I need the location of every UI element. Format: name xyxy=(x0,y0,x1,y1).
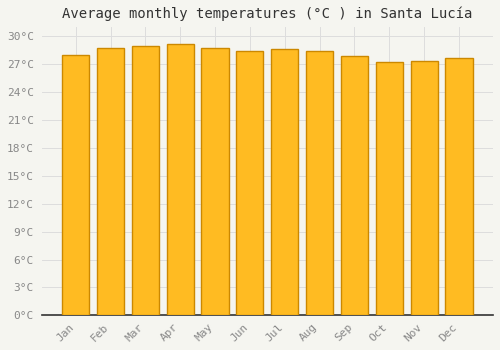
Bar xyxy=(341,56,368,315)
Title: Average monthly temperatures (°C ) in Santa Lucía: Average monthly temperatures (°C ) in Sa… xyxy=(62,7,472,21)
Bar xyxy=(376,62,403,315)
Bar xyxy=(236,51,264,315)
Bar xyxy=(446,58,472,315)
Bar xyxy=(97,48,124,315)
Bar xyxy=(166,44,194,315)
Bar xyxy=(306,51,333,315)
Bar xyxy=(62,55,90,315)
Bar xyxy=(271,49,298,315)
Bar xyxy=(410,61,438,315)
Bar xyxy=(132,46,159,315)
Bar xyxy=(202,48,228,315)
